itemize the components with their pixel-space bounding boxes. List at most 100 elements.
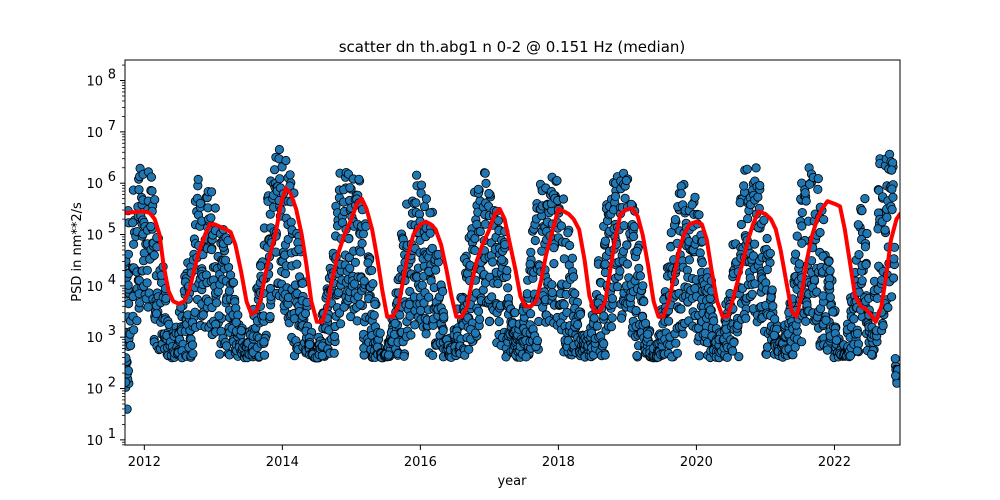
scatter-point [882, 212, 892, 222]
scatter-point [280, 268, 291, 279]
scatter-point [231, 317, 241, 327]
scatter-point [705, 293, 715, 304]
scatter-point [344, 252, 354, 263]
scatter-point [368, 279, 378, 289]
x-tick-label: 2016 [404, 455, 437, 470]
scatter-point [878, 321, 888, 331]
scatter-point [815, 227, 825, 238]
median-line [125, 186, 900, 324]
scatter-point [355, 247, 365, 257]
scatter-point [206, 213, 216, 223]
scatter-point [547, 280, 557, 290]
scatter-point [142, 278, 152, 288]
scatter-point [736, 219, 747, 230]
scatter-point [741, 313, 751, 323]
scatter-point [510, 308, 520, 318]
scatter-point [753, 192, 763, 202]
scatter-point [421, 329, 431, 339]
scatter-point [797, 238, 807, 248]
scatter-point [411, 198, 421, 208]
scatter-point [286, 217, 296, 227]
scatter-point [854, 250, 864, 260]
scatter-point [521, 352, 531, 362]
scatter-point [729, 337, 739, 347]
scatter-point [694, 210, 704, 220]
scatter-point [416, 180, 427, 190]
scatter-point [125, 249, 133, 259]
y-tick-label: 10 [86, 331, 103, 346]
scatter-point [813, 174, 823, 184]
scatter-point [473, 306, 484, 316]
scatter-point [589, 313, 599, 323]
scatter-point [438, 326, 448, 336]
scatter-point [634, 263, 644, 273]
scatter-point [198, 310, 208, 320]
y-tick-exponent: 7 [108, 119, 116, 134]
scatter-point [572, 320, 583, 330]
scatter-point [695, 248, 705, 258]
scatter-point [852, 346, 862, 356]
scatter-point [632, 246, 642, 256]
scatter-point [228, 277, 239, 288]
x-tick-label: 2012 [128, 455, 161, 470]
scatter-series [125, 144, 900, 414]
scatter-point [142, 265, 152, 275]
x-tick-label: 2022 [818, 455, 851, 470]
scatter-point [214, 311, 224, 321]
scatter-point [345, 263, 355, 273]
scatter-point [329, 348, 339, 358]
scatter-point [743, 214, 753, 224]
y-tick-label: 10 [86, 177, 103, 192]
scatter-point [484, 188, 494, 199]
y-tick-exponent: 3 [108, 324, 116, 339]
scatter-point [564, 240, 575, 251]
scatter-point [866, 349, 877, 359]
scatter-point [474, 314, 485, 324]
scatter-point [821, 315, 831, 325]
scatter-point [354, 174, 364, 184]
scatter-point [886, 292, 897, 302]
scatter-point [849, 314, 859, 324]
scatter-point [335, 319, 346, 329]
scatter-point [211, 298, 222, 308]
scatter-point [210, 203, 220, 213]
scatter-point [824, 256, 834, 266]
scatter-point [428, 350, 438, 360]
x-tick-label: 2020 [680, 455, 713, 470]
scatter-point [676, 189, 686, 199]
scatter-point [643, 329, 653, 339]
y-tick-label: 10 [86, 75, 103, 90]
scatter-point [861, 259, 871, 270]
plot-frame [124, 59, 901, 446]
scatter-point [359, 276, 369, 286]
scatter-point [887, 205, 897, 215]
scatter-point [224, 286, 234, 296]
scatter-point [406, 330, 416, 340]
scatter-point [410, 320, 420, 330]
scatter-point [349, 279, 360, 289]
scatter-point [620, 193, 630, 203]
scatter-point [857, 206, 867, 216]
median-line-series [125, 186, 900, 324]
scatter-point [481, 178, 491, 188]
scatter-point [628, 231, 639, 241]
x-axis: 2012 2014 2016 2018 2020 2022 [128, 445, 851, 470]
scatter-point [762, 233, 772, 244]
y-tick-exponent: 2 [108, 376, 116, 391]
scatter-point [559, 300, 569, 310]
scatter-point [672, 348, 683, 358]
scatter-point [129, 325, 139, 335]
y-tick-exponent: 4 [108, 273, 116, 288]
scatter-point [494, 316, 504, 327]
scatter-point [329, 331, 340, 342]
scatter-point [796, 337, 807, 347]
scatter-point [621, 175, 632, 186]
scatter-point [887, 184, 897, 194]
scatter-point [265, 311, 275, 322]
scatter-point [480, 168, 490, 178]
chart-title: scatter dn th.abg1 n 0-2 @ 0.151 Hz (med… [339, 38, 686, 56]
scatter-point [622, 240, 632, 250]
scatter-point [188, 349, 198, 359]
scatter-point [852, 328, 863, 338]
